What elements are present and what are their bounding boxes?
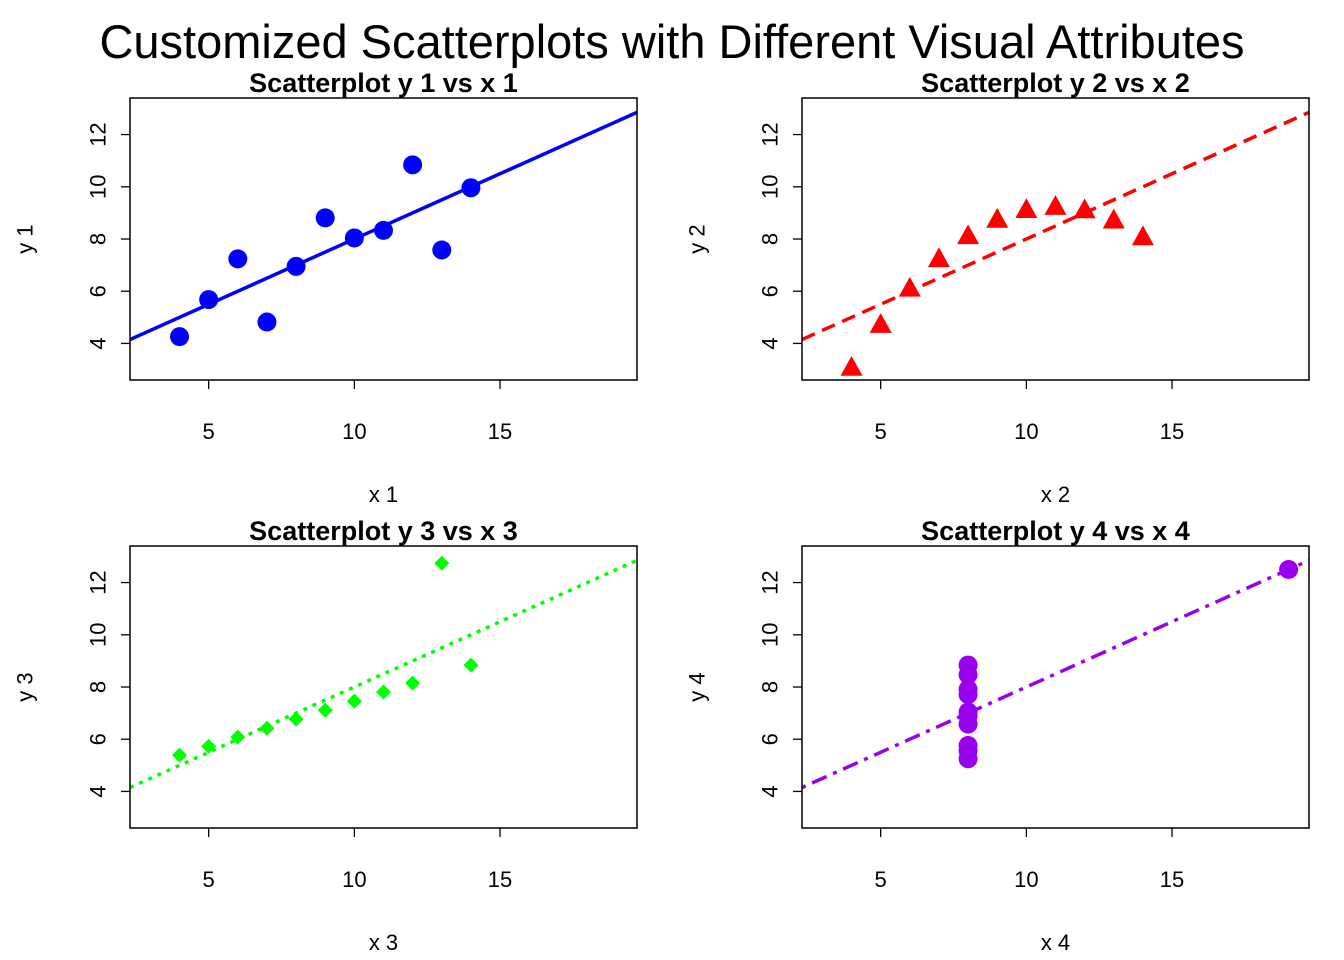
x-tick-label: 5 (875, 867, 887, 892)
x-tick-label: 10 (342, 419, 366, 444)
y-tick-label: 12 (86, 122, 111, 146)
data-point (376, 684, 391, 700)
data-point (869, 313, 892, 333)
regression-line (130, 558, 637, 790)
data-point (1015, 198, 1038, 219)
y-tick-label: 10 (758, 623, 783, 647)
regression-line (802, 558, 1309, 790)
data-point (344, 228, 364, 248)
panel-2: Scatterplot y 2 vs x 2 5 10 15 4 6 8 10 12 x 2 y 2 (685, 68, 1310, 507)
y-tick-label: 12 (758, 570, 783, 594)
y-tick-label: 4 (758, 337, 783, 349)
data-point (958, 706, 978, 726)
data-point (840, 355, 863, 376)
y-tick-label: 6 (758, 733, 783, 745)
plot-frame (129, 97, 638, 381)
y-axis-label: y 4 (685, 672, 710, 701)
data-point (286, 256, 306, 276)
y-tick-label: 10 (86, 623, 111, 647)
x-axis-label: x 2 (1041, 482, 1070, 507)
panel-title: Scatterplot y 4 vs x 4 (921, 516, 1190, 546)
plot-frame (129, 545, 638, 829)
data-point (170, 327, 190, 347)
regression-line (802, 110, 1309, 342)
x-tick-label: 5 (875, 419, 887, 444)
data-point (958, 741, 978, 761)
y-tick-label: 6 (86, 285, 111, 297)
data-point (403, 155, 423, 175)
plot-frame (801, 97, 1310, 381)
data-point (346, 693, 362, 709)
panel-1: Scatterplot y 1 vs x 1 5 10 15 4 6 8 10 12 x 1 y 1 (13, 68, 638, 507)
y-tick-label: 6 (86, 733, 111, 745)
panel-4: Scatterplot y 4 vs x 4 5 10 15 4 6 8 10 12 x 4 y 4 (685, 516, 1310, 955)
panel-title: Scatterplot y 1 vs x 1 (249, 68, 518, 98)
data-point (230, 729, 246, 745)
data-point (1279, 560, 1299, 579)
data-point (405, 675, 421, 691)
panel-title: Scatterplot y 3 vs x 3 (249, 516, 518, 546)
data-point (957, 224, 980, 245)
x-tick-label: 5 (203, 867, 215, 892)
x-tick-label: 10 (1014, 867, 1038, 892)
x-tick-label: 5 (203, 419, 215, 444)
y-tick-label: 4 (758, 785, 783, 797)
y-tick-label: 8 (758, 681, 783, 693)
y-tick-label: 12 (758, 122, 783, 146)
data-point (958, 665, 978, 685)
data-point (927, 247, 950, 268)
data-point (228, 249, 248, 269)
x-tick-label: 15 (1160, 867, 1184, 892)
y-tick-label: 10 (86, 175, 111, 199)
data-point (986, 207, 1009, 228)
data-point (288, 711, 304, 727)
y-tick-label: 8 (86, 681, 111, 693)
data-point (463, 657, 479, 673)
data-point (374, 220, 393, 240)
data-point (315, 208, 335, 228)
data-point (199, 290, 219, 310)
data-point (317, 702, 333, 718)
data-point (1073, 198, 1096, 219)
data-point (172, 747, 188, 763)
data-point (461, 178, 481, 198)
panel-title: Scatterplot y 2 vs x 2 (921, 68, 1190, 98)
y-tick-label: 10 (758, 175, 783, 199)
y-tick-label: 8 (758, 233, 783, 245)
data-point (958, 679, 978, 699)
data-point (257, 312, 277, 332)
y-axis-label: y 2 (685, 224, 710, 253)
data-point (1044, 195, 1067, 215)
plot-frame (801, 545, 1310, 829)
data-point (259, 720, 275, 736)
x-tick-label: 10 (1014, 419, 1038, 444)
data-point (1102, 208, 1125, 229)
y-axis-label: y 3 (13, 672, 38, 701)
x-axis-label: x 1 (369, 482, 398, 507)
x-tick-label: 15 (488, 419, 512, 444)
x-tick-label: 15 (488, 867, 512, 892)
data-point (898, 276, 921, 297)
y-tick-label: 4 (86, 337, 111, 349)
y-tick-label: 4 (86, 785, 111, 797)
y-tick-label: 12 (86, 570, 111, 594)
x-tick-label: 15 (1160, 419, 1184, 444)
y-axis-label: y 1 (13, 224, 38, 253)
x-axis-label: x 3 (369, 930, 398, 955)
x-tick-label: 10 (342, 867, 366, 892)
x-axis-label: x 4 (1041, 930, 1070, 955)
y-tick-label: 8 (86, 233, 111, 245)
y-tick-label: 6 (758, 285, 783, 297)
data-point (201, 738, 217, 754)
figure-title: Customized Scatterplots with Different V… (99, 15, 1245, 68)
data-point (1131, 225, 1154, 246)
panel-3: Scatterplot y 3 vs x 3 5 10 15 4 6 8 10 12 x 3 y 3 (13, 516, 638, 955)
data-point (432, 240, 452, 260)
data-point (434, 555, 450, 571)
